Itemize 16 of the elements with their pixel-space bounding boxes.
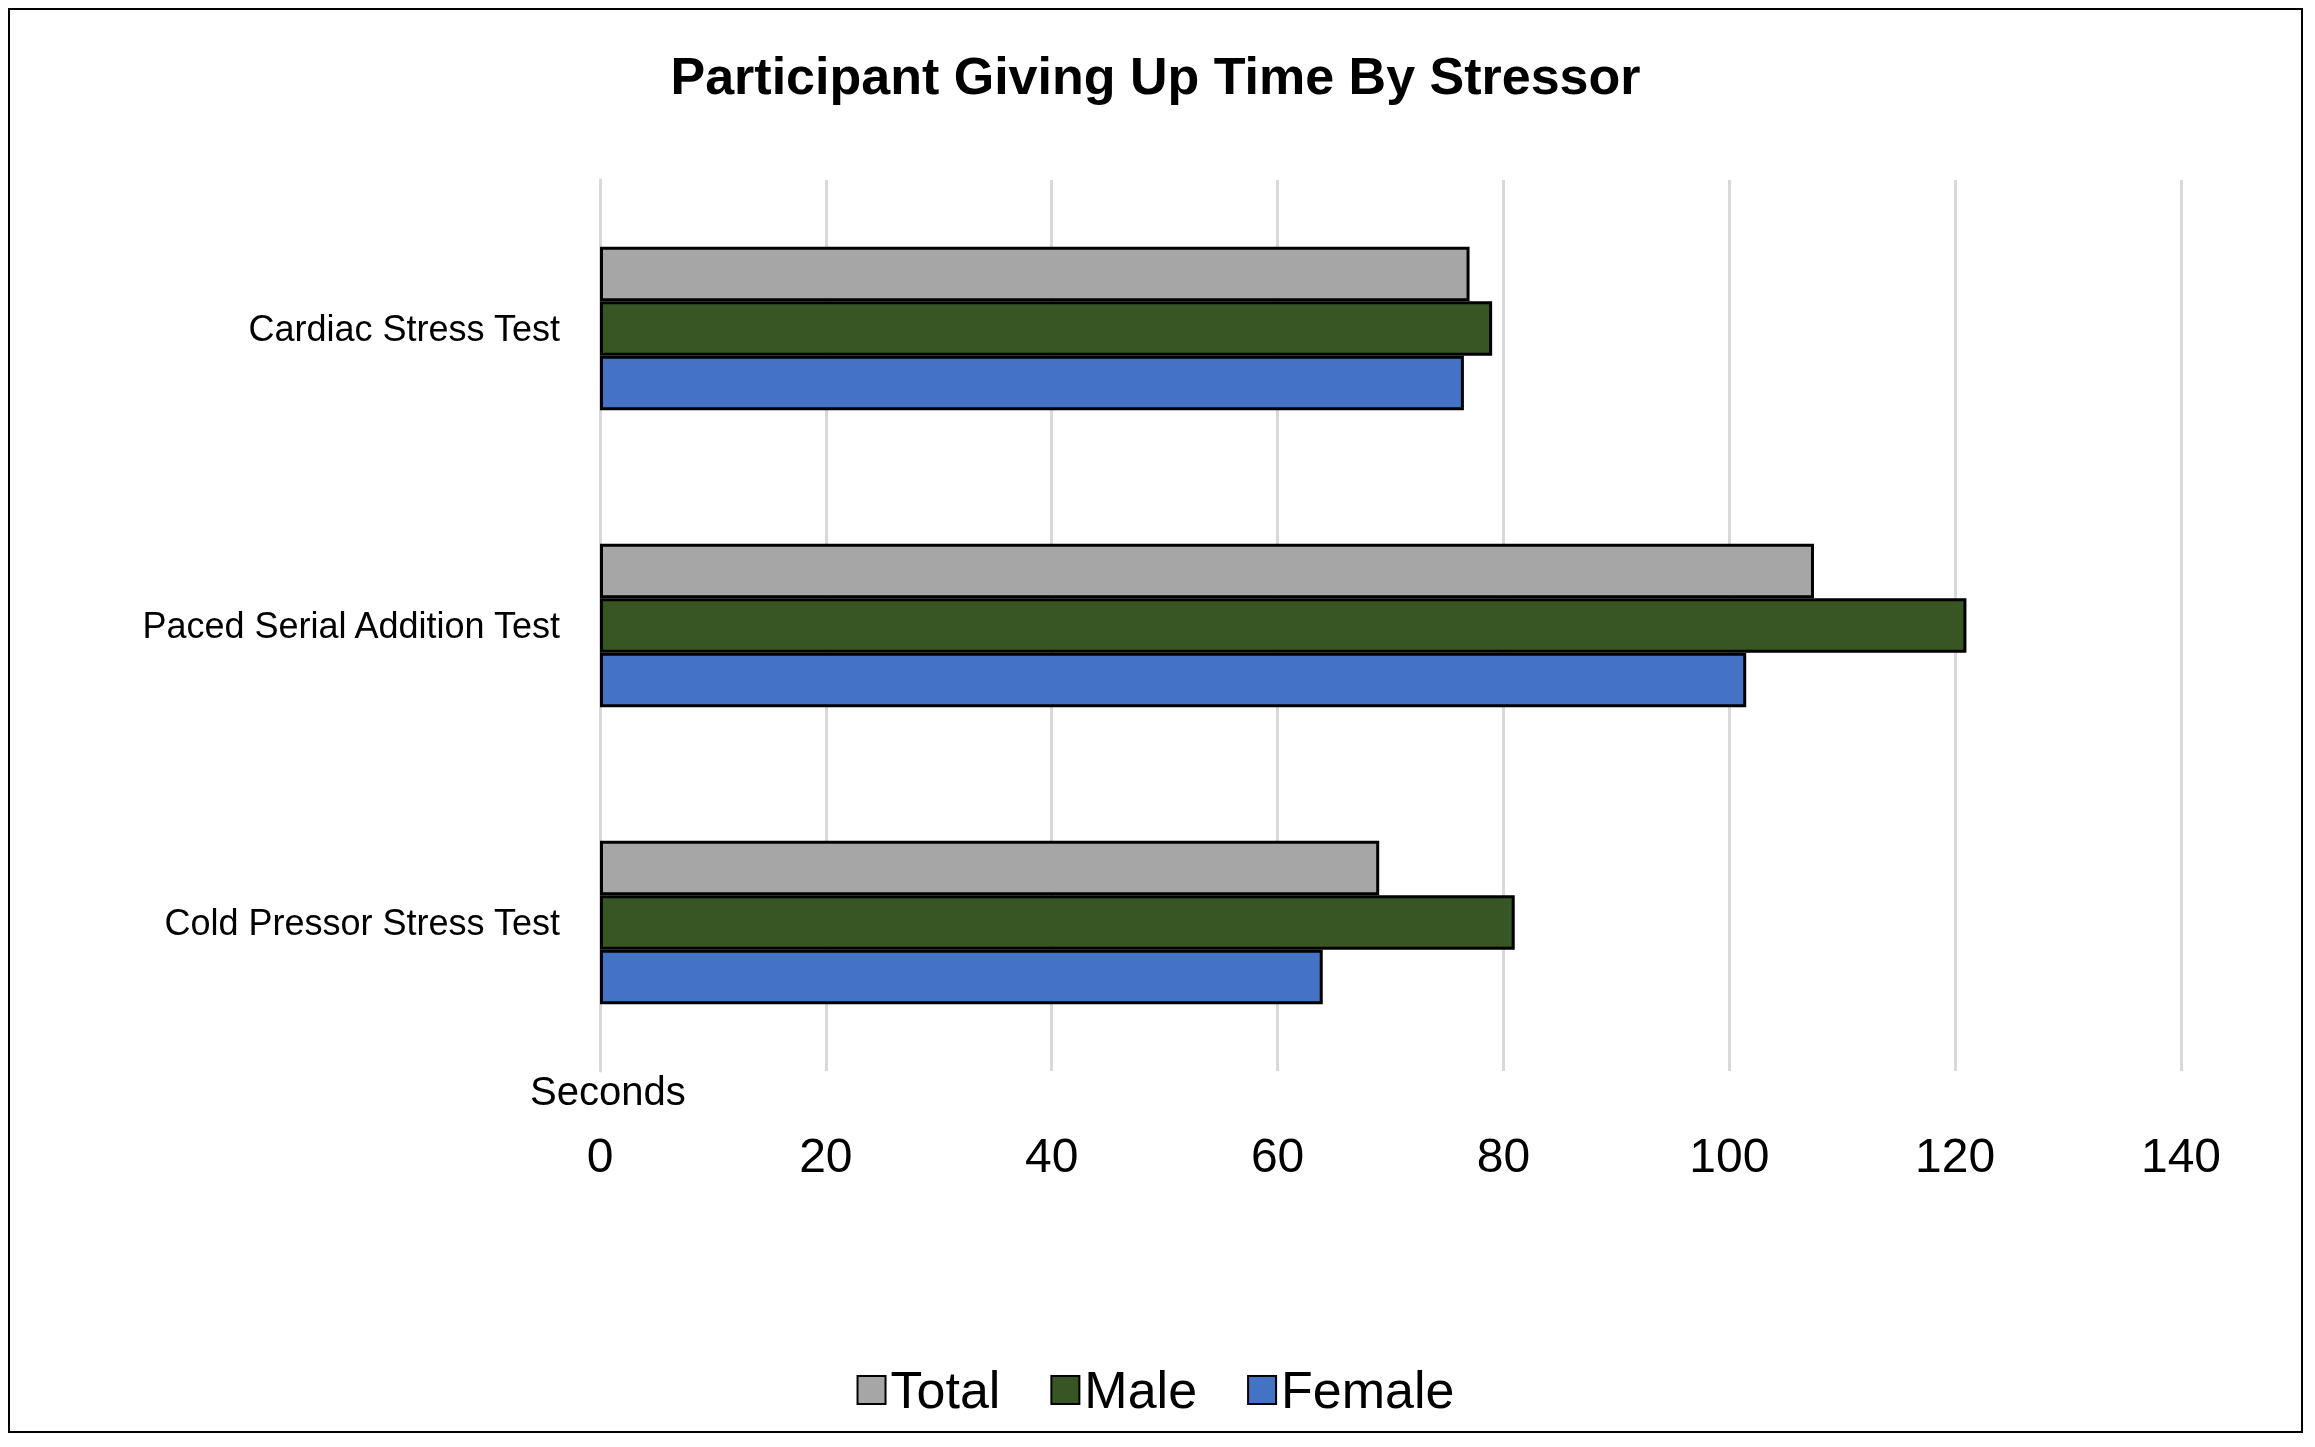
- legend-label: Male: [1084, 1361, 1198, 1419]
- x-tick-label: 100: [1689, 1128, 1770, 1182]
- y-tick-label: Paced Serial Addition Test: [142, 605, 560, 646]
- x-tick-label: 40: [1025, 1128, 1079, 1182]
- chart-title: Participant Giving Up Time By Stressor: [670, 47, 1641, 105]
- y-tick-label: Cold Pressor Stress Test: [164, 902, 560, 943]
- x-tick-label: 0: [586, 1128, 614, 1182]
- x-tick-label: 140: [2140, 1128, 2222, 1182]
- x-tick-label: 120: [1915, 1128, 1996, 1182]
- x-tick-label: 20: [799, 1128, 853, 1182]
- x-tick-label: 80: [1476, 1128, 1531, 1182]
- x-axis-title: Seconds: [530, 1069, 686, 1113]
- legend-label: Female: [1281, 1361, 1455, 1419]
- y-tick-label: Cardiac Stress Test: [248, 308, 560, 349]
- x-tick-label: 60: [1250, 1128, 1305, 1182]
- legend-label: Total: [890, 1361, 1001, 1419]
